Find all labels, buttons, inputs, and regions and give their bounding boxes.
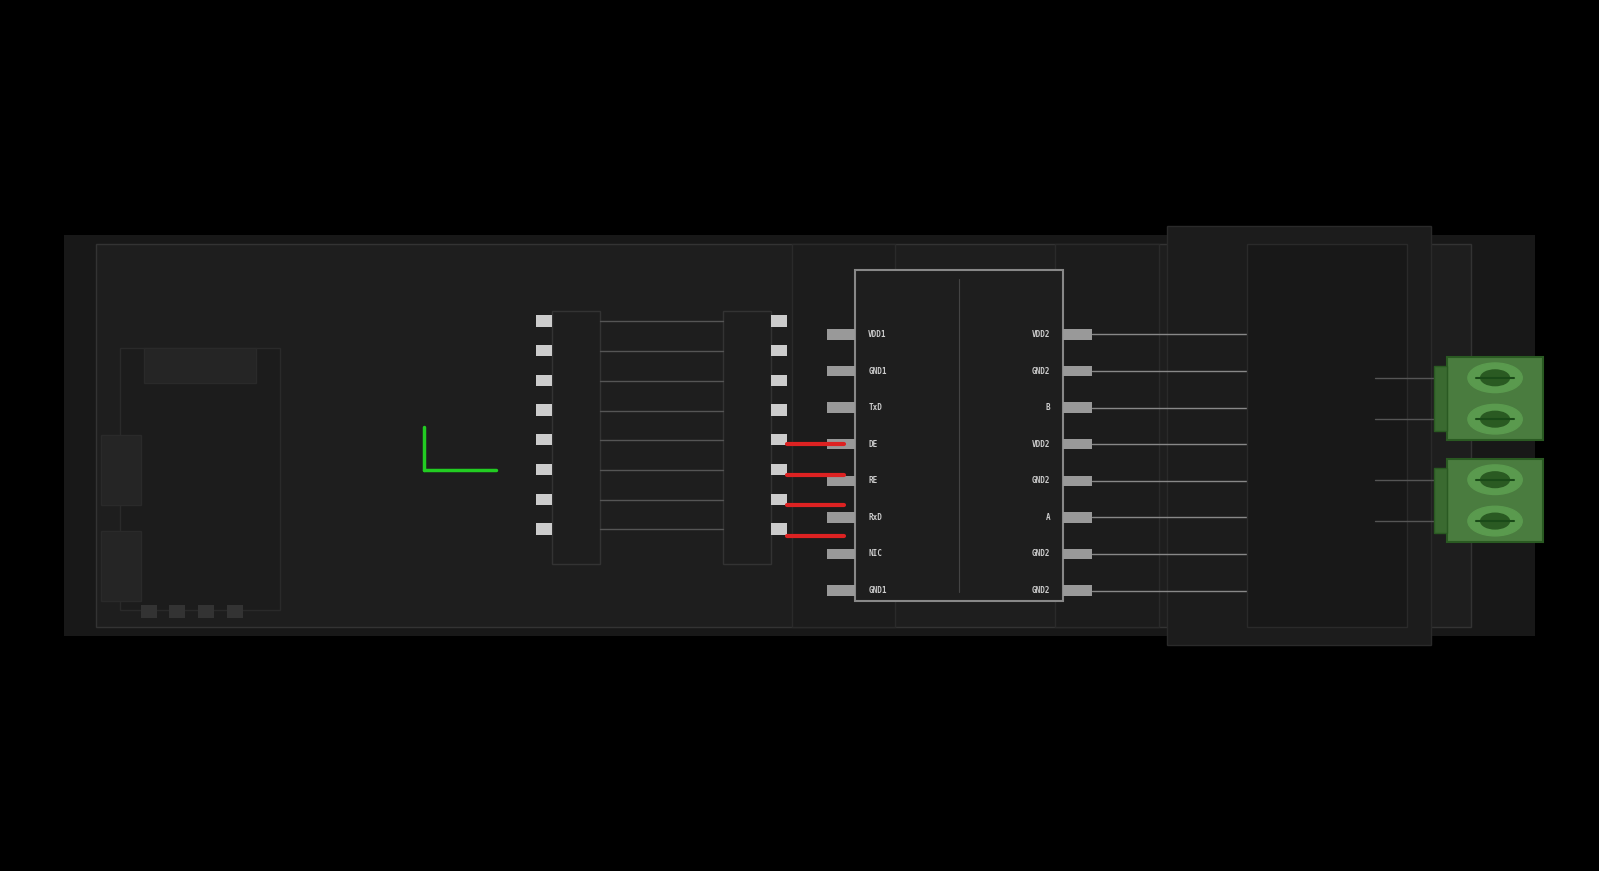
Bar — [536, 315, 552, 327]
Bar — [827, 476, 855, 486]
Bar — [771, 523, 787, 535]
Bar — [827, 329, 855, 340]
Bar — [784, 244, 1167, 627]
Bar — [827, 439, 855, 449]
Bar — [144, 348, 256, 383]
Bar — [1167, 226, 1431, 645]
Bar — [1434, 468, 1447, 533]
Bar — [1055, 244, 1159, 627]
Bar — [101, 531, 141, 601]
Bar — [1063, 476, 1092, 486]
Bar — [1447, 459, 1543, 542]
Text: GND1: GND1 — [868, 367, 887, 375]
Bar — [827, 366, 855, 376]
Bar — [227, 605, 243, 618]
Bar — [1447, 357, 1543, 440]
Bar — [792, 244, 895, 627]
Bar — [96, 244, 1471, 627]
Circle shape — [1468, 506, 1522, 536]
Bar — [1063, 366, 1092, 376]
Bar — [101, 436, 141, 505]
Text: RE: RE — [868, 476, 878, 485]
Text: GND2: GND2 — [1031, 367, 1051, 375]
Circle shape — [1481, 472, 1509, 488]
Bar — [771, 494, 787, 505]
Circle shape — [1481, 513, 1509, 529]
Circle shape — [1468, 465, 1522, 495]
Bar — [827, 585, 855, 596]
Text: VDD1: VDD1 — [868, 330, 887, 339]
Bar — [1063, 439, 1092, 449]
Text: RxD: RxD — [868, 513, 883, 522]
Text: TxD: TxD — [868, 403, 883, 412]
Bar — [1063, 512, 1092, 523]
Bar — [536, 523, 552, 535]
Bar — [1063, 585, 1092, 596]
Text: VDD2: VDD2 — [1031, 330, 1051, 339]
Bar — [771, 315, 787, 327]
Bar — [536, 494, 552, 505]
Bar — [771, 464, 787, 476]
Bar — [536, 345, 552, 356]
Bar — [771, 434, 787, 445]
Bar — [1434, 366, 1447, 431]
Text: NIC: NIC — [868, 550, 883, 558]
Bar — [771, 404, 787, 415]
Text: GND2: GND2 — [1031, 476, 1051, 485]
Text: A: A — [1046, 513, 1051, 522]
Bar — [536, 434, 552, 445]
Bar — [536, 464, 552, 476]
Bar — [64, 235, 1535, 636]
Bar — [771, 375, 787, 386]
Bar — [552, 311, 600, 564]
Circle shape — [1481, 411, 1509, 427]
Bar — [169, 605, 185, 618]
Bar — [1063, 329, 1092, 340]
Bar — [1063, 402, 1092, 413]
Bar — [827, 402, 855, 413]
Text: GND1: GND1 — [868, 586, 887, 595]
Bar — [536, 404, 552, 415]
Bar — [827, 512, 855, 523]
Bar — [536, 375, 552, 386]
Circle shape — [1468, 363, 1522, 393]
Circle shape — [1468, 404, 1522, 434]
Bar — [120, 348, 280, 610]
Bar — [771, 345, 787, 356]
Bar — [723, 311, 771, 564]
Text: B: B — [1046, 403, 1051, 412]
Bar — [1247, 244, 1407, 627]
Text: DE: DE — [868, 440, 878, 449]
Bar — [141, 605, 157, 618]
Circle shape — [1481, 370, 1509, 386]
Text: GND2: GND2 — [1031, 586, 1051, 595]
Bar — [1063, 549, 1092, 559]
Bar — [855, 270, 1063, 601]
Bar — [827, 549, 855, 559]
Text: GND2: GND2 — [1031, 550, 1051, 558]
Bar — [198, 605, 214, 618]
Text: VDD2: VDD2 — [1031, 440, 1051, 449]
